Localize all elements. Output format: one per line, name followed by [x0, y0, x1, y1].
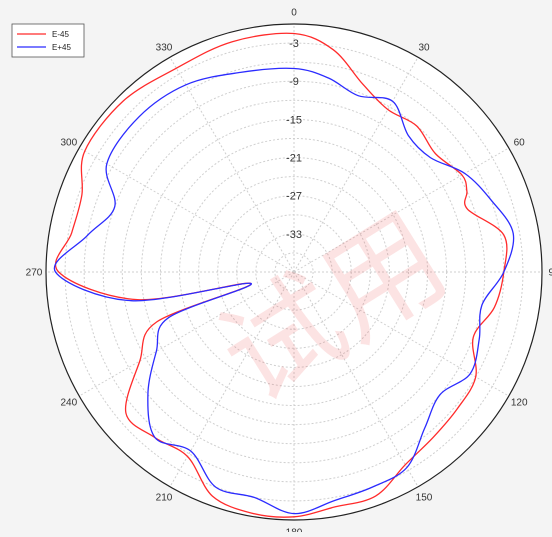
angular-tick-label: 90 — [548, 268, 552, 279]
radial-tick-label: -21 — [286, 153, 302, 165]
radial-grid-circle — [102, 80, 486, 464]
angular-tick-label: 30 — [418, 42, 430, 53]
legend-label: E+45 — [52, 43, 71, 52]
angular-grid-spoke — [293, 147, 510, 273]
legend-label: E-45 — [52, 30, 69, 39]
legend-box — [11, 23, 85, 58]
angular-tick-labels: 0 30 60 90 120 150 180 210 240 270 300 330 — [26, 8, 552, 537]
angular-grid-spoke — [169, 56, 295, 273]
angular-tick-label: 330 — [156, 42, 173, 53]
legend: E-45 E+45 — [11, 23, 85, 58]
radial-grid-circle — [274, 252, 314, 292]
series-line-E-45 — [54, 32, 508, 518]
angular-grid-spoke — [293, 56, 419, 273]
outer-circle — [45, 23, 543, 521]
angular-grid-spoke — [293, 271, 510, 397]
angular-grid-spoke — [78, 147, 295, 273]
angular-tick-label: 150 — [416, 493, 433, 504]
angular-tick-label: 270 — [26, 268, 43, 279]
radial-tick-labels: -3 -9 -15 -21 -27 -33 — [286, 38, 302, 241]
radial-grid-circle — [179, 157, 409, 387]
radial-grid-circle — [255, 233, 333, 311]
angular-tick-label: 60 — [514, 138, 526, 149]
radial-grid-circle — [121, 99, 467, 445]
angular-tick-label: 240 — [60, 398, 77, 409]
angular-grid-spoke — [78, 271, 295, 397]
radial-tick-label: -9 — [289, 76, 299, 88]
angular-tick-label: 300 — [60, 138, 77, 149]
angular-tick-label: 120 — [511, 398, 528, 409]
angular-grid-spoke — [169, 271, 295, 488]
radial-tick-label: -3 — [289, 38, 299, 50]
series-layer — [53, 32, 515, 518]
radial-tick-label: -15 — [286, 114, 302, 126]
radial-tick-label: -33 — [286, 229, 302, 241]
angular-tick-label: 210 — [156, 493, 173, 504]
angular-tick-label: 0 — [291, 8, 297, 19]
radial-tick-label: -27 — [286, 191, 302, 203]
angular-grid-spoke — [293, 271, 419, 488]
angular-tick-label: 180 — [286, 528, 303, 533]
radial-grid-circle — [198, 176, 390, 368]
series-line-E+45 — [53, 67, 515, 515]
